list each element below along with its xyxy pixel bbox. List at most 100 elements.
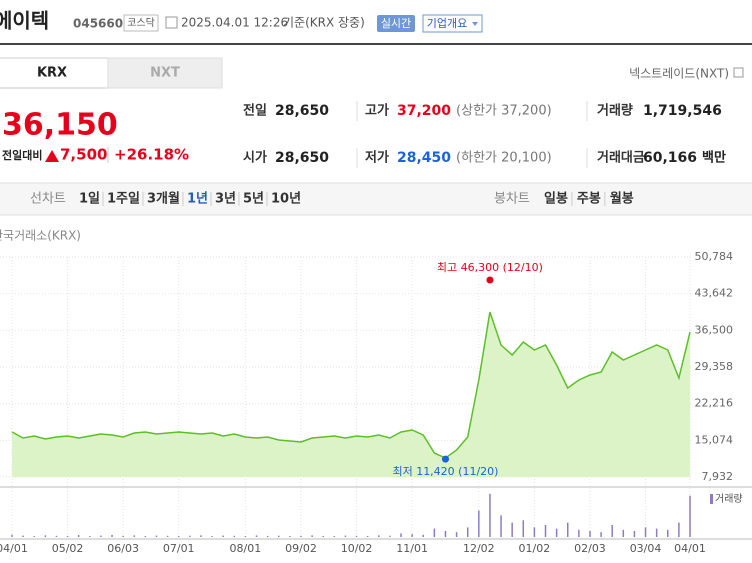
area-fill <box>12 312 690 477</box>
volume-bar <box>266 535 269 537</box>
x-tick-label: 04/01 <box>674 542 706 555</box>
volume-bar <box>222 535 224 537</box>
candle-button[interactable]: 월봉 <box>610 191 634 207</box>
dropdown-arrow <box>472 22 478 26</box>
x-tick-label: 11/01 <box>396 542 428 555</box>
volume-bar <box>411 534 413 537</box>
volume-bar <box>633 531 636 537</box>
y-tick-label: 7,932 <box>702 470 734 483</box>
volume-bar <box>111 534 113 537</box>
volume-bar <box>255 535 258 537</box>
tab-label[interactable]: NXT <box>150 66 180 81</box>
volume-bar <box>378 535 380 537</box>
period-button[interactable]: 3년 <box>215 192 236 207</box>
extreme-marker <box>441 455 449 463</box>
company-label[interactable]: 기업개요 <box>427 17 467 30</box>
stat-value: 1,719,546 <box>643 103 722 119</box>
volume-bar <box>300 535 302 537</box>
x-tick-label: 12/02 <box>463 542 495 555</box>
volume-bar <box>667 529 669 537</box>
volume-bar <box>511 522 513 537</box>
volume-bar <box>389 535 391 537</box>
volume-bar <box>289 536 291 537</box>
period-button[interactable]: 5년 <box>243 192 264 207</box>
x-tick-label: 02/03 <box>574 542 606 555</box>
volume-bar <box>200 535 202 537</box>
annotation: 최고 46,300 (12/10) <box>437 261 543 274</box>
market-badge <box>123 14 159 32</box>
volume-bar <box>344 535 347 537</box>
change-label: 전일대비 <box>2 148 42 162</box>
volume-bar <box>155 535 158 537</box>
volume-bar <box>689 495 691 537</box>
realtime-badge[interactable] <box>377 15 415 32</box>
volume-bar <box>533 527 536 537</box>
period-button[interactable]: 1일 <box>79 192 100 207</box>
candle-button[interactable]: 주봉 <box>577 192 601 207</box>
stat-label: 거래대금 <box>597 151 645 166</box>
stat-label: 고가 <box>365 104 389 119</box>
stat-value: 28,450 <box>397 150 451 166</box>
basis: 기준(KRX 장중) <box>283 16 365 30</box>
chart-source: 한국거래소(KRX) <box>0 229 81 243</box>
volume-bar <box>500 515 502 537</box>
volume-bar <box>55 535 58 537</box>
volume-bar <box>522 520 525 537</box>
y-tick-label: 36,500 <box>695 323 734 336</box>
time: 2025.04.01 12:26 <box>181 16 288 30</box>
realtime-label[interactable]: 실시간 <box>381 17 411 30</box>
y-tick-label: 29,358 <box>695 360 734 373</box>
y-tick-label: 15,074 <box>695 433 734 446</box>
volume-bar <box>177 535 180 537</box>
tab-label[interactable]: KRX <box>37 66 67 81</box>
toolbar <box>0 182 752 216</box>
period-button[interactable]: 3개월 <box>147 191 180 207</box>
stat-note: (하한가 20,100) <box>456 151 552 166</box>
volume-bar <box>244 536 247 537</box>
volume-bar <box>278 535 280 537</box>
volume-bar <box>544 525 547 537</box>
company-button[interactable] <box>422 14 483 33</box>
period-button[interactable]: 1주일 <box>107 192 140 207</box>
volume-bar <box>466 527 469 537</box>
volume-bar <box>655 528 658 537</box>
market-label: 코스닥 <box>127 17 155 29</box>
volume-bar <box>422 534 424 537</box>
period-button[interactable]: 1년 <box>187 192 208 207</box>
period-button[interactable]: 10년 <box>271 192 301 207</box>
volume-bar <box>489 493 491 537</box>
stat-label: 시가 <box>243 151 267 166</box>
x-tick-label: 07/01 <box>163 542 195 555</box>
price: 36,150 <box>2 108 118 143</box>
volume-bar <box>11 534 13 537</box>
change: 7,500 <box>60 146 107 164</box>
x-tick-label: 04/01 <box>0 542 28 555</box>
volume-bar <box>455 532 458 537</box>
annotation: 최저 11,420 (11/20) <box>392 465 498 478</box>
y-tick-label: 50,784 <box>695 250 734 263</box>
volume-bar <box>333 536 336 537</box>
volume-bar <box>478 510 480 537</box>
calendar-icon <box>165 16 178 29</box>
volume-bar <box>89 536 91 537</box>
legend-label: 거래량 <box>715 493 743 505</box>
volume-bar <box>233 535 236 537</box>
volume-bar <box>166 535 169 537</box>
tab-nxt[interactable] <box>107 57 223 89</box>
volume-bar <box>433 528 436 537</box>
y-tick-label: 22,216 <box>695 397 734 410</box>
price-line <box>11 311 691 459</box>
volume-bar <box>611 525 613 537</box>
volume-bar <box>33 536 35 537</box>
stat-value: 37,200 <box>397 103 451 119</box>
help-icon[interactable] <box>733 67 744 78</box>
candle-button[interactable]: 일봉 <box>544 192 568 207</box>
x-tick-label: 09/02 <box>285 542 317 555</box>
volume-bar <box>366 535 369 537</box>
volume-bar <box>355 535 358 537</box>
nxt-link[interactable]: 넥스트레이드(NXT) <box>629 67 729 81</box>
volume-bar <box>66 535 69 537</box>
volume-bar <box>22 535 24 537</box>
volume-bar <box>444 531 447 537</box>
